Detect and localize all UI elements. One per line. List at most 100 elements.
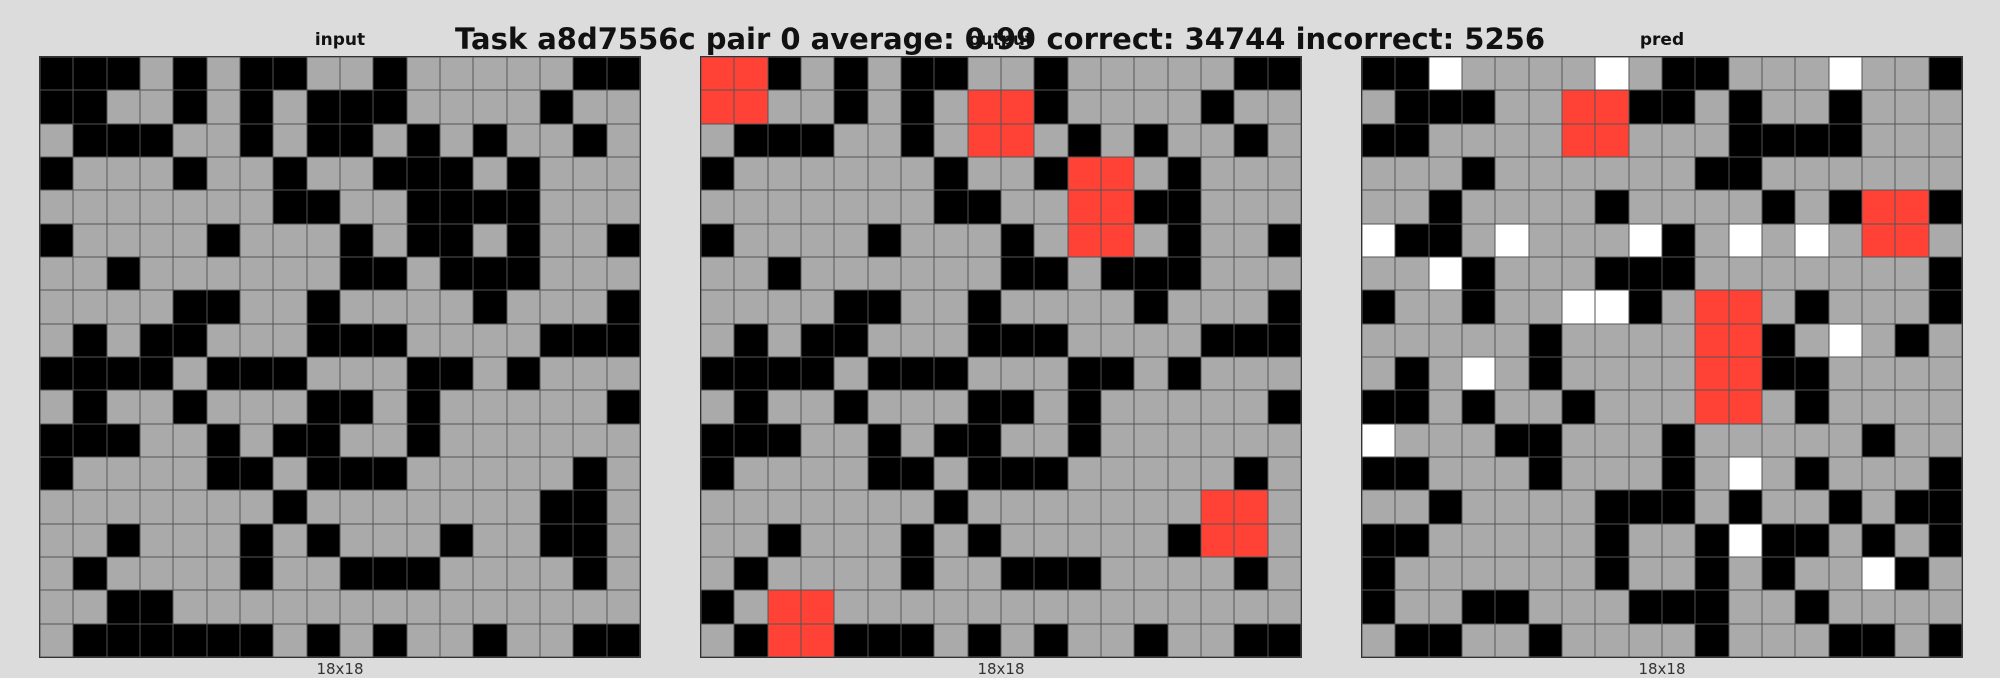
grid-cell xyxy=(1495,323,1529,357)
grid-cell xyxy=(800,256,835,291)
grid-cell xyxy=(1167,90,1201,124)
grid-cell xyxy=(1695,57,1729,91)
grid-cell xyxy=(273,423,307,457)
grid-cell xyxy=(834,590,868,624)
grid-cell xyxy=(734,190,768,224)
grid-cell xyxy=(1167,556,1201,591)
grid-cell xyxy=(1761,556,1796,591)
grid-cell xyxy=(701,256,735,291)
grid-cell xyxy=(439,456,474,491)
grid-cell xyxy=(439,223,474,257)
pred-grid xyxy=(1362,57,1962,657)
grid-cell xyxy=(473,590,507,624)
grid-cell xyxy=(1795,57,1829,91)
grid-cell xyxy=(139,190,174,224)
grid-cell xyxy=(273,523,307,557)
grid-cell xyxy=(734,156,768,191)
grid-cell xyxy=(1561,390,1596,424)
grid-cell xyxy=(173,590,207,624)
grid-cell xyxy=(139,590,174,624)
grid-cell xyxy=(306,290,340,324)
grid-cell xyxy=(73,156,107,191)
input-grid xyxy=(40,57,640,657)
grid-cell xyxy=(867,123,901,157)
grid-cell xyxy=(800,590,835,624)
grid-cell xyxy=(1695,256,1729,291)
grid-cell xyxy=(734,490,768,524)
grid-cell xyxy=(1134,556,1168,591)
grid-cell xyxy=(339,456,374,491)
grid-cell xyxy=(1528,456,1562,491)
grid-cell xyxy=(1000,123,1035,157)
grid-cell xyxy=(239,90,274,124)
grid-cell xyxy=(1100,423,1135,457)
grid-cell xyxy=(1234,57,1268,91)
grid-cell xyxy=(73,523,107,557)
grid-cell xyxy=(1761,456,1796,491)
grid-cell xyxy=(1861,456,1896,491)
grid-cell xyxy=(1200,423,1235,457)
grid-cell xyxy=(1034,90,1068,124)
grid-cell xyxy=(1728,57,1762,91)
grid-cell xyxy=(900,57,935,91)
grid-cell xyxy=(1661,390,1696,424)
grid-cell xyxy=(1362,290,1396,324)
grid-cell xyxy=(473,356,507,391)
grid-cell xyxy=(1362,490,1396,524)
grid-cell xyxy=(573,556,607,591)
grid-cell xyxy=(1895,423,1929,457)
grid-cell xyxy=(967,223,1001,257)
grid-cell xyxy=(900,290,935,324)
grid-cell xyxy=(834,490,868,524)
grid-cell xyxy=(339,423,374,457)
grid-cell xyxy=(1861,290,1896,324)
grid-cell xyxy=(1000,290,1035,324)
grid-cell xyxy=(1461,256,1496,291)
grid-cell xyxy=(1034,190,1068,224)
grid-cell xyxy=(867,623,901,657)
grid-cell xyxy=(1495,456,1529,491)
grid-cell xyxy=(1461,190,1496,224)
grid-cell xyxy=(173,57,207,91)
grid-cell xyxy=(473,390,507,424)
grid-cell xyxy=(1795,323,1829,357)
grid-cell xyxy=(373,590,407,624)
grid-cell xyxy=(834,223,868,257)
grid-cell xyxy=(1928,623,1962,657)
grid-cell xyxy=(1200,323,1235,357)
grid-cell xyxy=(1495,57,1529,91)
grid-cell xyxy=(1034,290,1068,324)
grid-cell xyxy=(1561,556,1596,591)
grid-cell xyxy=(1267,223,1301,257)
grid-cell xyxy=(1134,256,1168,291)
grid-cell xyxy=(1267,256,1301,291)
grid-cell xyxy=(1395,456,1429,491)
grid-cell xyxy=(1895,123,1929,157)
grid-cell xyxy=(1000,57,1035,91)
grid-cell xyxy=(1067,156,1101,191)
grid-cell xyxy=(1695,423,1729,457)
grid-cell xyxy=(1100,490,1135,524)
grid-cell xyxy=(339,190,374,224)
grid-cell xyxy=(40,556,74,591)
grid-cell xyxy=(206,390,240,424)
grid-cell xyxy=(1528,290,1562,324)
grid-cell xyxy=(1795,290,1829,324)
grid-cell xyxy=(701,423,735,457)
grid-cell xyxy=(206,290,240,324)
grid-cell xyxy=(1362,123,1396,157)
grid-cell xyxy=(701,290,735,324)
grid-cell xyxy=(306,590,340,624)
grid-cell xyxy=(1928,123,1962,157)
grid-cell xyxy=(1167,323,1201,357)
grid-cell xyxy=(73,190,107,224)
grid-cell xyxy=(373,156,407,191)
grid-cell xyxy=(1861,256,1896,291)
grid-cell xyxy=(306,523,340,557)
grid-cell xyxy=(239,456,274,491)
grid-cell xyxy=(900,156,935,191)
grid-cell xyxy=(1628,590,1662,624)
grid-cell xyxy=(73,590,107,624)
grid-cell xyxy=(1828,290,1862,324)
grid-cell xyxy=(934,590,968,624)
